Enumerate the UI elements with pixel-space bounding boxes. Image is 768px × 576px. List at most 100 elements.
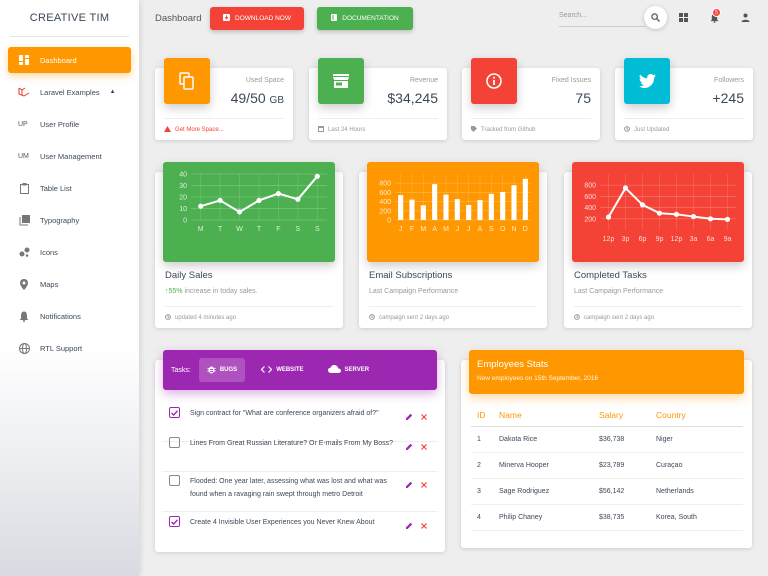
sidebar-item-table-list[interactable]: Table List <box>8 175 131 201</box>
cell-name: Philip Chaney <box>499 504 599 531</box>
chart-footer: updated 4 minutes ago <box>165 306 333 328</box>
chart-footer-text: updated 4 minutes ago <box>175 314 237 321</box>
x-tick-label: 12p <box>603 236 615 243</box>
bar <box>409 199 415 220</box>
chart-title: Completed Tasks <box>574 270 647 281</box>
task-checkbox[interactable] <box>169 475 180 486</box>
x-tick-label: A <box>478 226 483 233</box>
dashboard-menu-icon[interactable] <box>678 12 689 23</box>
sidebar-item-typography[interactable]: Typography <box>8 207 131 233</box>
person-icon[interactable] <box>740 12 751 23</box>
task-item: Lines From Great Russian Literature? Or … <box>163 434 437 472</box>
sidebar-item-rtl-support[interactable]: RTL Support <box>8 335 131 361</box>
chart-title: Email Subscriptions <box>369 270 453 281</box>
cell-salary: $56,142 <box>599 478 656 505</box>
stat-value: +245 <box>712 90 744 106</box>
x-tick-label: T <box>257 226 262 233</box>
x-tick-label: J <box>456 226 460 233</box>
sidebar-item-dashboard[interactable]: Dashboard <box>8 47 131 73</box>
location-icon <box>18 278 30 290</box>
task-checkbox-checked[interactable] <box>169 407 180 418</box>
x-tick-label: F <box>410 226 414 233</box>
sidebar-item-user-profile[interactable]: UP User Profile <box>8 111 131 137</box>
sidebar-item-maps[interactable]: Maps <box>8 271 131 297</box>
close-icon[interactable] <box>421 516 427 534</box>
download-now-button[interactable]: DOWNLOAD NOW <box>210 7 304 30</box>
cell-id: 2 <box>471 452 499 479</box>
sidebar-item-notifications[interactable]: Notifications <box>8 303 131 329</box>
y-tick-label: 0 <box>183 218 187 225</box>
close-icon[interactable] <box>421 475 427 493</box>
y-tick-label: 800 <box>584 183 596 190</box>
data-point <box>198 203 204 209</box>
search-input[interactable]: Search... <box>559 9 645 27</box>
x-tick-label: 6a <box>707 236 715 243</box>
sidebar-item-user-management[interactable]: UM User Management <box>8 143 131 169</box>
brand-logo[interactable]: CREATIVE TIM <box>10 0 129 37</box>
y-tick-label: 200 <box>584 216 596 223</box>
close-icon[interactable] <box>421 407 427 425</box>
data-point <box>256 197 262 204</box>
sidebar-item-label: RTL Support <box>40 343 83 353</box>
close-icon[interactable] <box>421 437 427 455</box>
clock-icon <box>369 313 375 322</box>
tasks-card: Tasks: BUGS WEBSITE SERVER Sign contract… <box>155 350 445 552</box>
task-item: Sign contract for "What are conference o… <box>163 404 437 442</box>
task-text: Lines From Great Russian Literature? Or … <box>190 440 394 447</box>
tab-label: WEBSITE <box>276 367 304 373</box>
x-tick-label: 6p <box>639 236 647 243</box>
tab-server[interactable]: SERVER <box>320 358 378 382</box>
stat-footer: Last 24 Hours <box>318 118 438 140</box>
chart-card-daily-sales: 0 10 20 30 40 M T W T F S S Daily Sales ↑55% increa… <box>155 162 343 328</box>
get-more-space-link[interactable]: Get More Space... <box>175 126 224 133</box>
tab-bugs[interactable]: BUGS <box>198 358 246 382</box>
column-header-country: Country <box>656 404 743 427</box>
stat-card-followers: Followers +245 Just Updated <box>615 58 753 140</box>
x-tick-label: J <box>399 226 403 233</box>
arrow-up-icon: ↑ <box>165 288 169 295</box>
documentation-button[interactable]: DOCUMENTATION <box>317 7 413 30</box>
calendar-icon <box>318 125 324 134</box>
chart-footer: campaign sent 2 days ago <box>574 306 742 328</box>
search-button[interactable] <box>644 6 667 29</box>
x-tick-label: A <box>432 226 437 233</box>
x-tick-label: S <box>315 226 320 233</box>
clock-icon <box>165 313 171 322</box>
edit-icon[interactable] <box>406 407 413 425</box>
top-navbar: Dashboard DOWNLOAD NOW DOCUMENTATION Sea… <box>155 0 768 36</box>
cell-id: 3 <box>471 478 499 505</box>
bar <box>488 193 494 220</box>
task-item: Create 4 Invisible User Experiences you … <box>163 513 437 543</box>
page-title: Dashboard <box>155 13 202 24</box>
store-icon <box>318 58 364 104</box>
x-tick-label: S <box>296 226 301 233</box>
chart-subtitle: Last Campaign Performance <box>369 288 459 295</box>
stat-category: Revenue <box>409 77 438 84</box>
edit-icon[interactable] <box>406 516 413 534</box>
edit-icon[interactable] <box>406 437 413 455</box>
sidebar-item-laravel-examples[interactable]: Laravel Examples ▲ <box>8 79 131 105</box>
edit-icon[interactable] <box>406 475 413 493</box>
stat-category: Followers <box>714 77 744 84</box>
tasks-header: Tasks: BUGS WEBSITE SERVER <box>163 350 437 390</box>
task-text: Flooded: One year later, assessing what … <box>190 478 387 498</box>
task-checkbox[interactable] <box>169 437 180 448</box>
chart-subtitle: ↑55% increase in today sales. <box>165 288 258 295</box>
employees-table: ID Name Salary Country 1 Dakota Rice $36… <box>471 404 743 531</box>
stat-value: 49/50 GB <box>230 90 284 106</box>
task-actions <box>403 516 437 534</box>
bug-icon <box>207 365 216 376</box>
stat-footer-text: Just Updated <box>634 126 670 133</box>
data-point <box>622 185 629 191</box>
table-row: 1 Dakota Rice $36,738 Niger <box>471 426 743 453</box>
task-text: Create 4 Invisible User Experiences you … <box>190 519 375 526</box>
sidebar-item-icons[interactable]: Icons <box>8 239 131 265</box>
bell-icon <box>18 310 30 322</box>
task-checkbox-checked[interactable] <box>169 516 180 527</box>
data-point <box>295 196 301 202</box>
bubble-icon <box>18 246 30 258</box>
cell-name: Minerva Hooper <box>499 452 599 479</box>
y-tick-label: 20 <box>179 195 187 202</box>
tab-website[interactable]: WEBSITE <box>253 358 311 382</box>
